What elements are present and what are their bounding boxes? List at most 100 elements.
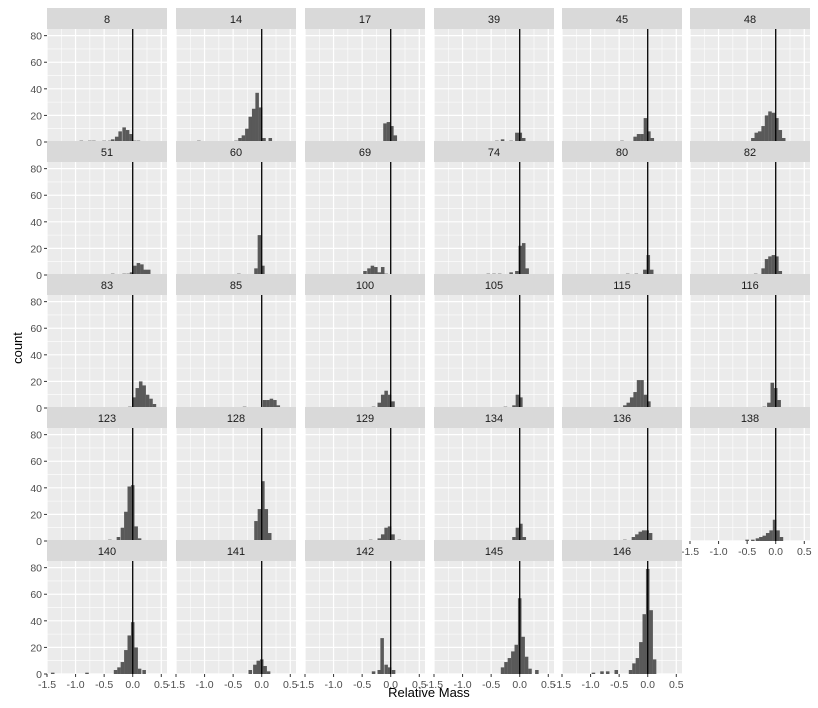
histogram-bar	[132, 397, 136, 408]
histogram-bar	[777, 400, 781, 408]
strip-background	[690, 407, 810, 428]
histogram-bar	[515, 271, 519, 275]
histogram-bar	[635, 658, 640, 674]
strip-background	[434, 274, 554, 295]
histogram-bar	[642, 614, 647, 674]
histogram-bar	[245, 128, 249, 142]
strip-background	[434, 540, 554, 561]
strip-label: 60	[230, 147, 242, 159]
strip-label: 138	[741, 413, 759, 425]
facet-panel: 85	[175, 274, 296, 409]
histogram-bar	[643, 118, 648, 142]
histogram-bar	[762, 535, 767, 541]
panel-background	[305, 295, 425, 408]
y-tick-label: 60	[30, 190, 42, 202]
histogram-bar	[629, 397, 634, 408]
panel-background	[47, 162, 167, 275]
histogram-bar	[383, 123, 387, 142]
strip-label: 14	[230, 14, 242, 26]
x-tick-label: 0.0	[125, 679, 140, 691]
histogram-bar	[152, 404, 157, 408]
x-tick-label: 0.0	[512, 679, 527, 691]
panel-background	[562, 428, 682, 541]
histogram-bar	[600, 671, 604, 674]
histogram-bar	[647, 401, 651, 408]
strip-background	[305, 540, 425, 561]
histogram-bar	[751, 138, 755, 142]
facet-panel: 142 -1.5 -1.0 -0.5 0.0 0.5	[296, 540, 427, 691]
histogram-bar	[640, 380, 644, 408]
panel-background	[176, 561, 296, 674]
histogram-bar	[387, 526, 392, 541]
panel-background	[305, 428, 425, 541]
histogram-bar	[125, 130, 130, 142]
histogram-bar	[521, 636, 525, 674]
histogram-bar	[757, 131, 762, 142]
x-tick-label: -1.0	[582, 679, 600, 691]
facet-panel: 80	[561, 141, 682, 276]
histogram-bar	[134, 647, 138, 674]
histogram-bar	[116, 537, 121, 541]
histogram-bar	[775, 118, 779, 142]
histogram-bar	[781, 138, 786, 142]
panel-background	[305, 29, 425, 142]
panel-background	[562, 162, 682, 275]
histogram-bar	[778, 271, 783, 275]
histogram-bar	[380, 534, 385, 541]
y-axis-title: count	[10, 332, 25, 364]
y-tick-label: 60	[30, 57, 42, 69]
histogram-bar	[643, 269, 647, 275]
histogram-bar	[648, 533, 653, 541]
histogram-bar	[754, 132, 759, 142]
strip-background	[562, 141, 682, 162]
histogram-bar	[387, 394, 392, 408]
panel-background	[562, 561, 682, 674]
strip-background	[305, 141, 425, 162]
histogram-bar	[761, 126, 765, 142]
histogram-bar	[254, 521, 258, 541]
panel-background	[434, 29, 554, 142]
strip-background	[562, 407, 682, 428]
histogram-bar	[605, 671, 610, 674]
strip-background	[47, 407, 167, 428]
histogram-bar	[266, 400, 270, 408]
histogram-bar	[117, 667, 121, 674]
histogram-bar	[127, 635, 132, 674]
histogram-bar	[370, 265, 375, 275]
y-tick-label: 0	[36, 669, 42, 681]
histogram-bar	[261, 481, 265, 541]
strip-background	[176, 141, 296, 162]
histogram-bar	[772, 519, 777, 541]
y-tick-label: 80	[30, 297, 42, 309]
histogram-bar	[268, 138, 273, 142]
strip-label: 39	[488, 14, 500, 26]
histogram-bar	[238, 138, 242, 142]
panel-background	[434, 561, 554, 674]
y-tick-label: 80	[30, 31, 42, 43]
histogram-bar	[391, 670, 396, 674]
y-tick-label: 40	[30, 350, 42, 362]
histogram-bar	[137, 668, 142, 674]
panel-background	[690, 428, 810, 541]
histogram-bar	[122, 127, 126, 142]
histogram-bar	[633, 136, 637, 142]
panel-background	[562, 29, 682, 142]
histogram-bar	[257, 509, 262, 541]
strip-background	[690, 274, 810, 295]
histogram-bar	[386, 122, 391, 142]
histogram-bar	[262, 400, 267, 408]
histogram-bar	[519, 397, 523, 408]
panel-background	[562, 295, 682, 408]
facet-panel: 146 -1.5 -1.0 -0.5 0.0 0.5	[553, 540, 684, 691]
y-tick-label: 40	[30, 84, 42, 96]
x-tick-label: -1.0	[454, 679, 472, 691]
histogram-bar	[640, 134, 644, 142]
histogram-bar	[614, 670, 619, 674]
x-tick-label: 0.0	[383, 679, 398, 691]
facet-panel: 83 0 20 40 60 80	[30, 274, 167, 415]
histogram-bar	[623, 405, 627, 408]
histogram-bar	[374, 267, 378, 275]
histogram-bar	[650, 138, 655, 142]
x-tick-label: -0.5	[482, 679, 500, 691]
y-tick-label: 80	[30, 430, 42, 442]
